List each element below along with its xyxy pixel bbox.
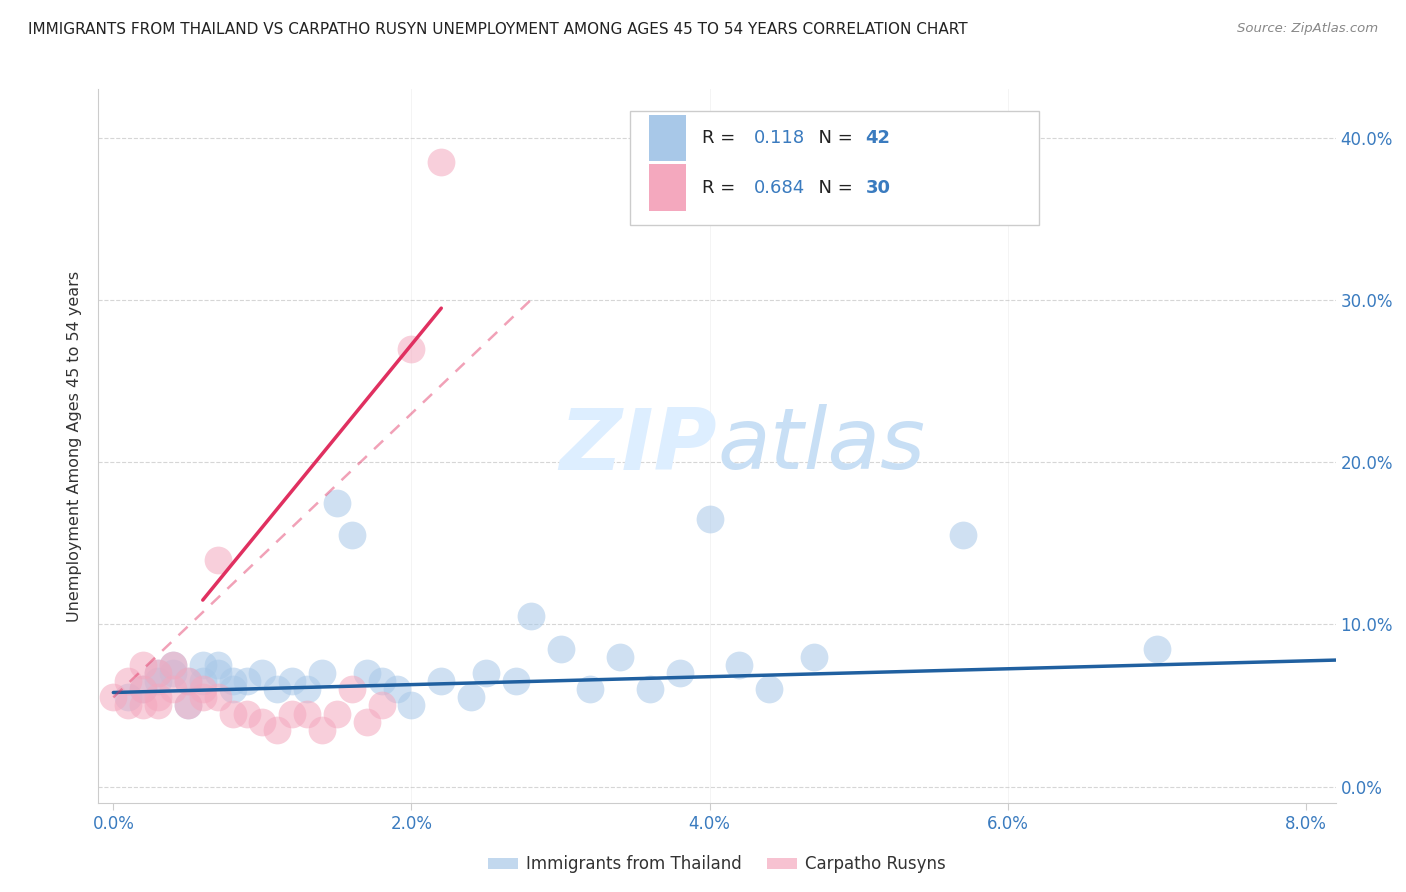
Immigrants from Thailand <box>162 657 184 672</box>
Text: R =: R = <box>702 178 747 196</box>
Text: ZIP: ZIP <box>560 404 717 488</box>
Immigrants from Thailand <box>266 682 288 697</box>
Immigrants from Thailand <box>295 682 318 697</box>
Carpatho Rusyns <box>295 706 318 721</box>
Y-axis label: Unemployment Among Ages 45 to 54 years: Unemployment Among Ages 45 to 54 years <box>67 270 83 622</box>
Immigrants from Thailand <box>505 674 527 689</box>
Immigrants from Thailand <box>281 674 304 689</box>
Legend: Immigrants from Thailand, Carpatho Rusyns: Immigrants from Thailand, Carpatho Rusyn… <box>481 849 953 880</box>
Carpatho Rusyns <box>340 682 363 697</box>
Immigrants from Thailand <box>356 666 378 681</box>
Immigrants from Thailand <box>579 682 602 697</box>
Immigrants from Thailand <box>609 649 631 664</box>
Immigrants from Thailand <box>803 649 825 664</box>
Carpatho Rusyns <box>207 552 229 566</box>
Immigrants from Thailand <box>177 674 200 689</box>
Text: N =: N = <box>807 128 859 146</box>
Carpatho Rusyns <box>236 706 259 721</box>
Immigrants from Thailand <box>162 666 184 681</box>
Text: R =: R = <box>702 128 747 146</box>
Carpatho Rusyns <box>191 690 214 705</box>
Bar <box>650 164 686 211</box>
Immigrants from Thailand <box>340 528 363 542</box>
Carpatho Rusyns <box>221 706 243 721</box>
Carpatho Rusyns <box>146 666 169 681</box>
Carpatho Rusyns <box>311 723 333 737</box>
Carpatho Rusyns <box>370 698 392 713</box>
Text: 0.684: 0.684 <box>754 178 806 196</box>
Immigrants from Thailand <box>132 682 155 697</box>
Immigrants from Thailand <box>221 674 243 689</box>
Immigrants from Thailand <box>638 682 661 697</box>
Immigrants from Thailand <box>699 512 721 526</box>
Carpatho Rusyns <box>132 682 155 697</box>
Carpatho Rusyns <box>401 342 423 356</box>
Carpatho Rusyns <box>117 698 139 713</box>
Carpatho Rusyns <box>146 698 169 713</box>
Immigrants from Thailand <box>146 666 169 681</box>
Carpatho Rusyns <box>177 698 200 713</box>
Immigrants from Thailand <box>385 682 408 697</box>
Immigrants from Thailand <box>177 698 200 713</box>
Bar <box>650 114 686 161</box>
Carpatho Rusyns <box>430 155 453 169</box>
Carpatho Rusyns <box>146 690 169 705</box>
Immigrants from Thailand <box>1146 641 1168 656</box>
Carpatho Rusyns <box>117 674 139 689</box>
Carpatho Rusyns <box>281 706 304 721</box>
Immigrants from Thailand <box>191 674 214 689</box>
Carpatho Rusyns <box>207 690 229 705</box>
Text: Source: ZipAtlas.com: Source: ZipAtlas.com <box>1237 22 1378 36</box>
Immigrants from Thailand <box>207 657 229 672</box>
Immigrants from Thailand <box>519 609 541 624</box>
Carpatho Rusyns <box>252 714 274 729</box>
Immigrants from Thailand <box>117 690 139 705</box>
Immigrants from Thailand <box>475 666 498 681</box>
Immigrants from Thailand <box>236 674 259 689</box>
Carpatho Rusyns <box>191 682 214 697</box>
Immigrants from Thailand <box>401 698 423 713</box>
Immigrants from Thailand <box>191 657 214 672</box>
Immigrants from Thailand <box>207 666 229 681</box>
Immigrants from Thailand <box>311 666 333 681</box>
Immigrants from Thailand <box>221 682 243 697</box>
Carpatho Rusyns <box>326 706 349 721</box>
Immigrants from Thailand <box>758 682 780 697</box>
Text: atlas: atlas <box>717 404 925 488</box>
Text: 0.118: 0.118 <box>754 128 806 146</box>
Immigrants from Thailand <box>370 674 392 689</box>
Immigrants from Thailand <box>326 496 349 510</box>
Carpatho Rusyns <box>103 690 125 705</box>
Immigrants from Thailand <box>460 690 482 705</box>
Carpatho Rusyns <box>177 674 200 689</box>
Immigrants from Thailand <box>668 666 690 681</box>
Immigrants from Thailand <box>728 657 751 672</box>
Carpatho Rusyns <box>132 698 155 713</box>
Immigrants from Thailand <box>146 674 169 689</box>
Carpatho Rusyns <box>162 682 184 697</box>
Bar <box>630 111 1039 225</box>
Carpatho Rusyns <box>266 723 288 737</box>
Carpatho Rusyns <box>162 657 184 672</box>
Text: IMMIGRANTS FROM THAILAND VS CARPATHO RUSYN UNEMPLOYMENT AMONG AGES 45 TO 54 YEAR: IMMIGRANTS FROM THAILAND VS CARPATHO RUS… <box>28 22 967 37</box>
Text: 42: 42 <box>866 128 890 146</box>
Text: N =: N = <box>807 178 859 196</box>
Immigrants from Thailand <box>430 674 453 689</box>
Immigrants from Thailand <box>952 528 974 542</box>
Carpatho Rusyns <box>132 657 155 672</box>
Carpatho Rusyns <box>356 714 378 729</box>
Text: 30: 30 <box>866 178 890 196</box>
Immigrants from Thailand <box>252 666 274 681</box>
Immigrants from Thailand <box>550 641 572 656</box>
